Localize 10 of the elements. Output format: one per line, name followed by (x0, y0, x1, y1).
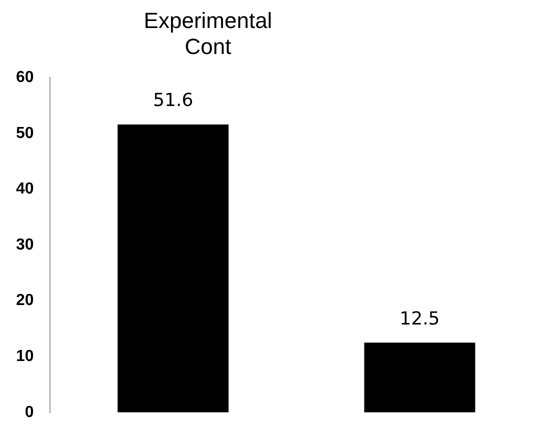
y-tick-label: 10 (16, 348, 34, 366)
chart-title: Experimental Cont (142, 8, 274, 60)
y-tick-label: 40 (16, 180, 34, 198)
data-label: 51.6 (153, 90, 194, 112)
y-tick-label: 20 (16, 292, 34, 310)
y-tick-label: 60 (16, 69, 34, 86)
y-tick-label: 50 (16, 124, 34, 142)
data-label: 12.5 (400, 308, 440, 330)
y-tick-label: 30 (16, 236, 34, 254)
y-tick-label: 0 (24, 404, 34, 421)
